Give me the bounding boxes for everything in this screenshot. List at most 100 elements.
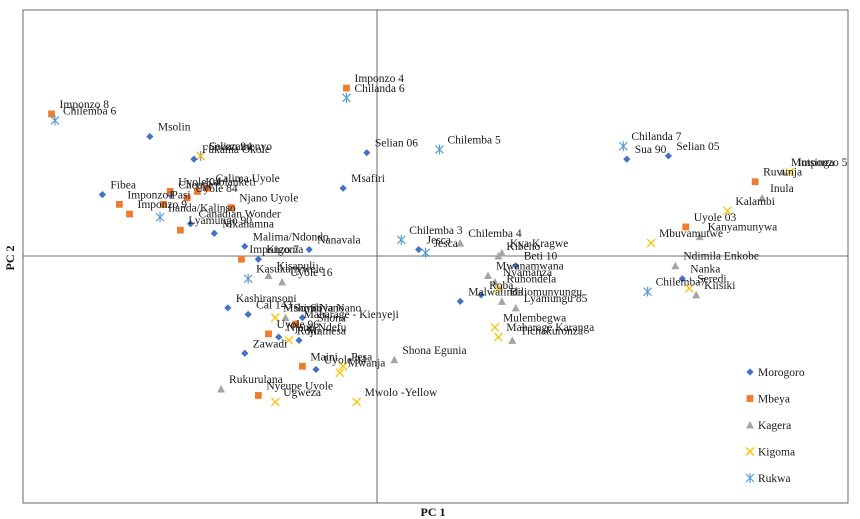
point-asterisk-chilemba-6 xyxy=(50,115,60,126)
point-label-zawadi: Zawadi xyxy=(253,338,287,350)
point-label-uyole-16: Uyole 16 xyxy=(290,267,333,279)
point-label-nanavala: Nanavala xyxy=(317,235,360,247)
point-label-uyole-03: Uyole 03 xyxy=(694,212,737,224)
point-x-mwanja xyxy=(335,368,345,378)
point-diamond-njano-ndefu xyxy=(275,333,283,341)
point-square-ruvunja xyxy=(751,178,759,186)
point-x-mulembegwa xyxy=(490,322,500,332)
point-label-chilanda-6: Chilanda 6 xyxy=(354,83,404,95)
point-diamond-jesca xyxy=(415,245,423,254)
point-diamond-beti-10 xyxy=(512,262,520,270)
point-x-mshindi xyxy=(270,313,280,323)
point-label-mamesa: Mamesa xyxy=(307,325,346,337)
point-label-maini: Maini xyxy=(310,351,337,363)
point-label-malwalinda: Malwalinda xyxy=(468,286,523,298)
point-diamond-canadian-wonder xyxy=(186,220,195,228)
point-label-imponzo-5: Imponzo 5 xyxy=(798,157,848,169)
point-square-pasi xyxy=(160,200,167,208)
point-label-msolin: Msolin xyxy=(158,122,191,134)
point-label-kalambi: Kalambi xyxy=(735,196,775,208)
point-diamond-fukama-okole xyxy=(190,155,198,163)
point-label-biliomunyungu: Biliomunyungu xyxy=(510,286,582,298)
point-triangle-ndimila-enkobe xyxy=(671,261,680,270)
point-label-chilemba7: Chilemba7 xyxy=(656,277,707,289)
legend-label-rukwa: Rukwa xyxy=(758,473,791,485)
point-square-calima-uyole xyxy=(204,184,211,192)
point-triangle-mwanamwana xyxy=(484,271,493,279)
point-x-ruhondela xyxy=(493,283,503,293)
point-label-ndimila-enkobe: Ndimila Enkobe xyxy=(683,251,759,263)
point-label-mwanja: Mwanja xyxy=(348,358,386,370)
point-label-lyamungo-90: Lyamungo 90 xyxy=(188,215,252,227)
point-label-mwanamwana: Mwanamwana xyxy=(496,260,564,272)
point-asterisk-kasukanywele xyxy=(243,273,253,284)
point-label-imponzo-8: Imponzo 8 xyxy=(60,99,110,111)
point-label-selian-94: Selian 94 xyxy=(209,141,252,153)
point-triangle-rukurulana xyxy=(217,384,226,393)
point-label-mbuvamutwe: Mbuvamutwe xyxy=(659,228,723,240)
point-label-fibea: Fibea xyxy=(110,180,136,192)
legend-marker-rukwa xyxy=(745,473,755,483)
point-label-kashiransoni: Kashiransoni xyxy=(236,293,297,305)
point-diamond-uyole-94 xyxy=(312,365,320,374)
point-label-sua-90: Sua 90 xyxy=(635,144,667,156)
data-points xyxy=(48,84,795,407)
point-label-chilemba-6: Chilemba 6 xyxy=(63,105,117,117)
point-triangle-kisapuli xyxy=(264,271,273,279)
point-label-nanka: Nanka xyxy=(690,264,720,276)
point-label-malima-ndondo: Malima/Ndondo xyxy=(253,231,329,243)
point-label-pasi: Pasi xyxy=(171,189,190,201)
point-asterisk-chilemba7 xyxy=(643,286,653,297)
point-x-imponzo-5 xyxy=(785,167,795,177)
point-diamond-selian-05 xyxy=(664,152,673,160)
point-label-rukurulana: Rukurulana xyxy=(229,374,283,386)
point-label-nyeupe-uyole: Nyeupe Uyole xyxy=(266,380,333,392)
point-label-ilanda-kalinso: Ilanda/Kalinso xyxy=(168,202,236,214)
point-label-jesca: Jesca xyxy=(434,238,458,250)
point-label-nyamanza: Nyamanza xyxy=(503,267,552,279)
point-triangle-kanyamunywa xyxy=(695,232,704,241)
point-label-canadian-wonder: Canadian Wonder xyxy=(199,209,281,221)
point-square-lyamungo-90 xyxy=(176,226,184,234)
legend-label-kagera: Kagera xyxy=(758,420,791,432)
point-triangle-mutsinga xyxy=(778,168,787,176)
point-asterisk-chilemba-3 xyxy=(396,234,406,245)
point-label-maharage-kienyeji: Maharage - Kienyeji xyxy=(304,309,399,321)
legend-marker-kigoma xyxy=(745,447,755,456)
point-label-calima-uyole: Calima Uyole xyxy=(216,173,280,185)
point-diamond-malima-ndondo xyxy=(241,242,249,250)
point-square-njano-uyole xyxy=(227,204,235,211)
point-label-chilanda-7: Chilanda 7 xyxy=(631,131,681,143)
point-asterisk-jesca xyxy=(421,247,430,258)
point-label-msafiri: Msafiri xyxy=(351,173,385,185)
point-label-imponzo-7: Imponzo 7 xyxy=(249,244,299,256)
point-triangle-soya-nano xyxy=(281,313,290,322)
point-diamond-mamesa xyxy=(295,336,303,344)
point-label-mulembegwa: Mulembegwa xyxy=(503,312,566,324)
point-label-lyamungu-85: Lyamungu 85 xyxy=(524,293,588,305)
point-label-maharage-karanga: Maharage Karanga xyxy=(506,322,594,334)
point-triangle-chilemba-4 xyxy=(456,239,465,247)
point-label-roba: Roba xyxy=(489,280,513,292)
point-label-shona: Shona xyxy=(317,312,346,324)
point-label-uyole-96: Uyole 96 xyxy=(277,319,320,331)
point-label-pesa: Pesa xyxy=(351,351,372,363)
point-label-ruhondela: Ruhondela xyxy=(506,273,556,285)
point-label-mutsinga: Mutsinga xyxy=(791,157,834,169)
legend-label-mbeya: Mbeya xyxy=(758,394,790,406)
point-diamond-cal-143 xyxy=(244,310,252,318)
point-square-imponzo-8 xyxy=(48,110,55,118)
point-label-jesca: Jesca xyxy=(427,235,451,247)
point-triangle-kya-kragwe xyxy=(497,248,506,257)
point-label-uyole-94: Uyole 94 xyxy=(324,355,367,367)
point-label-uyole-84: Uyole 84 xyxy=(195,183,238,195)
point-label-njano-uyole: Njano Uyole xyxy=(239,193,298,205)
point-label-seredi: Seredi xyxy=(697,273,726,285)
point-label-cheupe: Cheupe xyxy=(178,180,213,192)
point-label-chilemba-5: Chilemba 5 xyxy=(447,134,501,146)
point-square-maini xyxy=(299,362,306,370)
point-triangle-kibeho xyxy=(494,252,503,260)
point-label-beti-10: Beti 10 xyxy=(524,251,558,263)
point-label-rojo: Rojo xyxy=(297,325,320,337)
point-triangle-inula xyxy=(758,193,767,202)
